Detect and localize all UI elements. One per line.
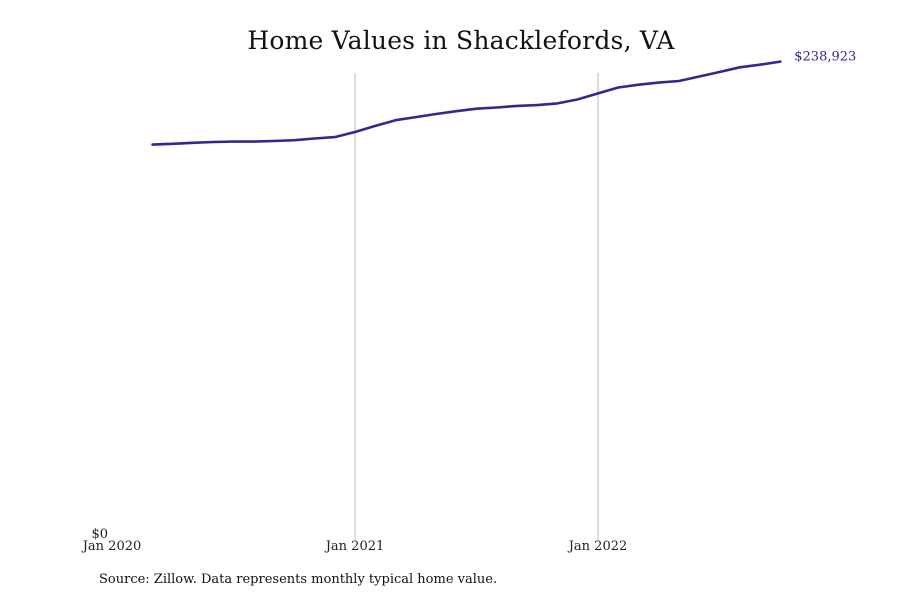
chart-title: Home Values in Shacklefords, VA	[247, 26, 675, 55]
gridlines	[354, 73, 599, 540]
series-layer	[151, 60, 782, 146]
x-tick-label: Jan 2022	[567, 539, 628, 554]
x-tick-label: Jan 2020	[81, 539, 142, 554]
y-tick-label: $0	[91, 527, 108, 542]
series-line	[151, 60, 782, 146]
x-tick-label: Jan 2021	[324, 539, 385, 554]
tick-labels: Jan 2020 Jan 2021 Jan 2022 $0 $238,923	[81, 50, 857, 554]
end-value-label: $238,923	[794, 50, 856, 65]
source-note: Source: Zillow. Data represents monthly …	[99, 572, 498, 587]
